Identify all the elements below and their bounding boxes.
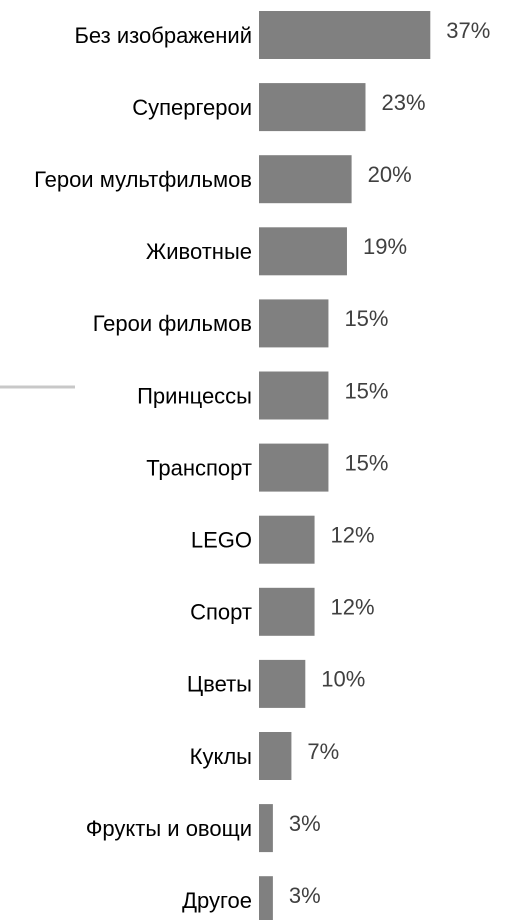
bar bbox=[259, 299, 329, 348]
value-label: 37% bbox=[446, 18, 490, 43]
value-label: 20% bbox=[368, 162, 412, 187]
value-label: 15% bbox=[344, 378, 388, 403]
bar bbox=[259, 876, 273, 920]
bar bbox=[259, 155, 352, 204]
category-label: Цветы bbox=[187, 672, 252, 697]
category-label: Спорт bbox=[190, 600, 252, 625]
bar bbox=[259, 804, 273, 853]
value-label: 12% bbox=[331, 523, 375, 548]
category-label: Куклы bbox=[190, 744, 252, 769]
bar bbox=[259, 515, 315, 564]
bar bbox=[259, 732, 292, 780]
value-label: 19% bbox=[363, 234, 407, 259]
category-label: Животные bbox=[146, 239, 252, 264]
value-label: 3% bbox=[289, 883, 321, 908]
bar bbox=[259, 443, 329, 492]
category-label: Супергерои bbox=[132, 95, 252, 120]
value-label: 12% bbox=[331, 595, 375, 620]
bar bbox=[259, 587, 315, 636]
category-label: Другое bbox=[182, 888, 252, 913]
category-label: Транспорт bbox=[146, 455, 252, 480]
value-label: 15% bbox=[344, 306, 388, 331]
value-label: 23% bbox=[381, 90, 425, 115]
bar bbox=[259, 371, 329, 420]
value-label: 15% bbox=[344, 450, 388, 475]
category-label: LEGO bbox=[191, 528, 252, 553]
bar bbox=[259, 227, 347, 276]
category-label: Фрукты и овощи bbox=[86, 816, 252, 841]
value-label: 3% bbox=[289, 811, 321, 836]
bar bbox=[259, 11, 431, 59]
value-label: 10% bbox=[321, 667, 365, 692]
category-label: Без изображений bbox=[74, 23, 252, 48]
value-label: 7% bbox=[307, 739, 339, 764]
bar bbox=[259, 659, 306, 708]
category-label: Герои фильмов bbox=[93, 311, 252, 336]
category-label: Принцессы bbox=[137, 383, 252, 408]
bar bbox=[259, 83, 366, 132]
category-label: Герои мультфильмов bbox=[34, 167, 252, 192]
